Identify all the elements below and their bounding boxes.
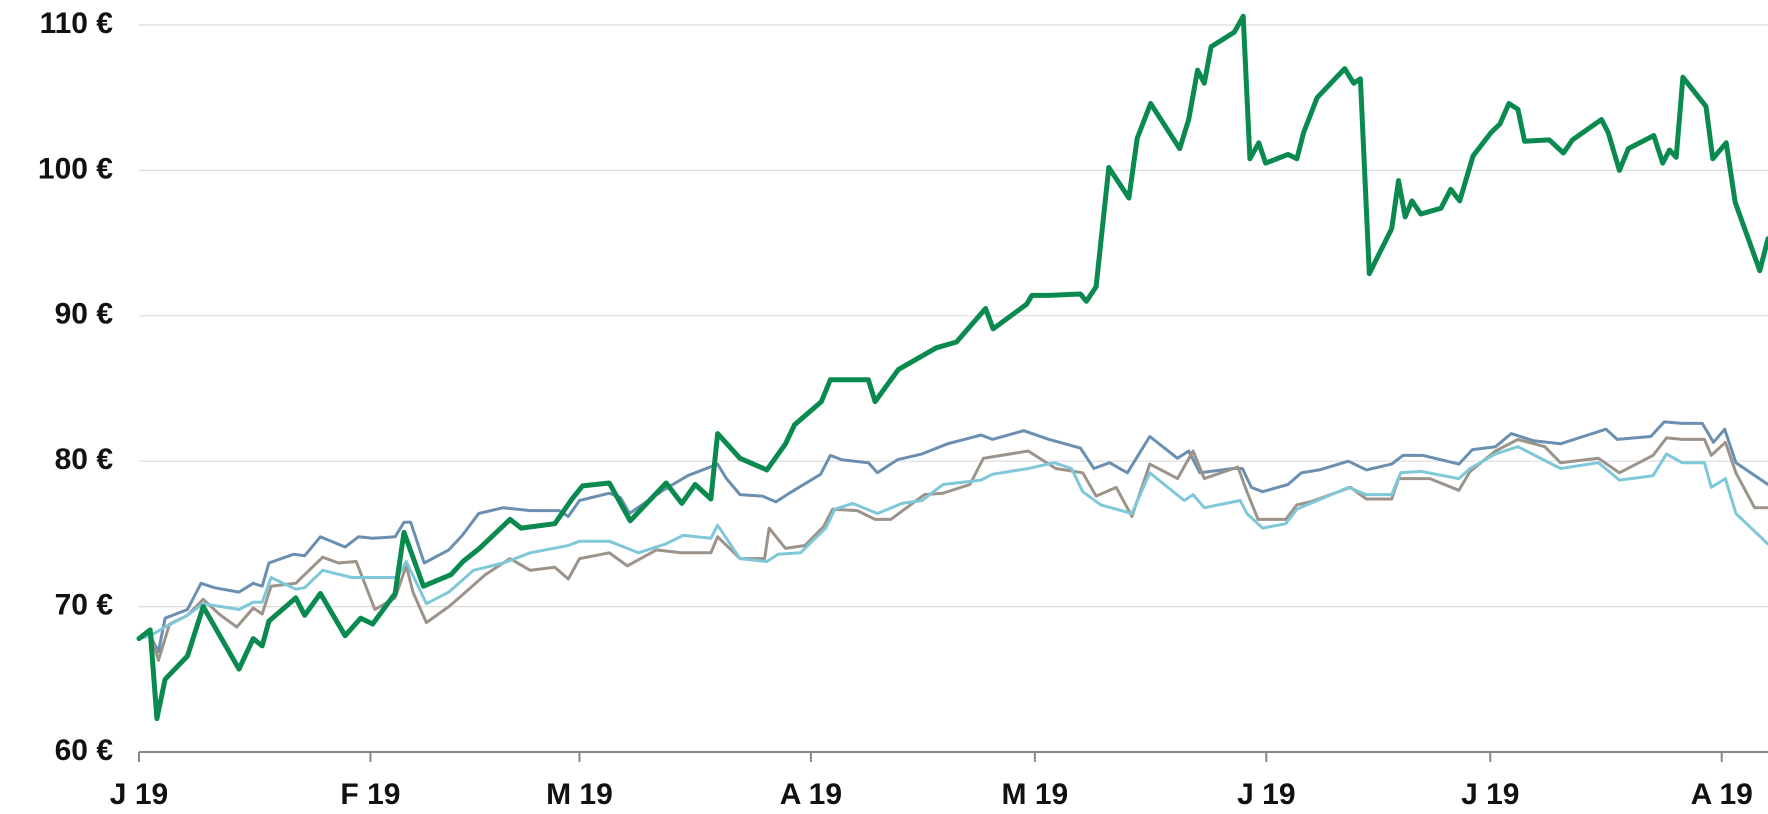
x-tick-label: J 19 xyxy=(1461,778,1519,811)
x-tick-label: M 19 xyxy=(546,778,613,811)
y-tick-label: 70 € xyxy=(55,589,114,622)
y-tick-label: 80 € xyxy=(55,443,114,476)
x-tick-label: J 19 xyxy=(1237,778,1295,811)
series-line xyxy=(137,436,1768,662)
series-line xyxy=(136,13,1768,722)
y-tick-label: 90 € xyxy=(55,298,114,331)
series-line xyxy=(137,445,1768,641)
series-line xyxy=(137,420,1768,654)
y-tick-label: 110 € xyxy=(40,7,114,40)
x-tick-label: J 19 xyxy=(110,778,168,811)
x-tick-label: A 19 xyxy=(1691,778,1753,811)
x-tick-label: M 19 xyxy=(1002,778,1069,811)
y-tick-label: 60 € xyxy=(55,734,114,767)
y-tick-label: 100 € xyxy=(38,152,113,185)
x-tick-label: F 19 xyxy=(340,778,400,811)
x-tick-label: A 19 xyxy=(780,778,842,811)
